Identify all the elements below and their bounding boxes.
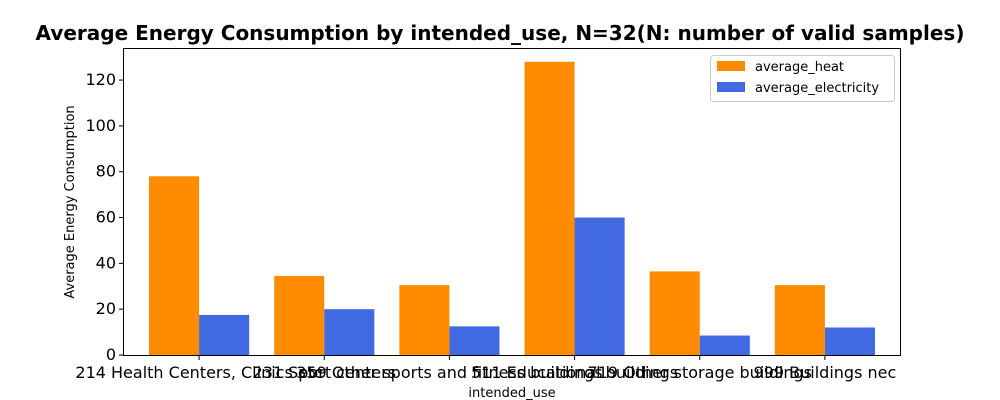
- legend-label-average_electricity: average_electricity: [755, 81, 879, 96]
- y-tick-label: 120: [85, 70, 116, 89]
- x-tick-label: 719 Other storage buildings: [588, 363, 812, 382]
- bar-average_electricity-3: [574, 217, 625, 355]
- x-tick-label: 511 Educational buildings: [471, 363, 678, 382]
- x-axis-label: intended_use: [468, 386, 555, 400]
- legend: average_heat average_electricity: [710, 55, 895, 102]
- chart-title: Average Energy Consumption by intended_u…: [36, 21, 965, 45]
- x-tick-label: 359 Other sports and fitness buildings: [296, 363, 602, 382]
- bar-average_heat-1: [274, 275, 325, 355]
- y-tick-label: 40: [96, 253, 116, 272]
- legend-swatch-average_electricity: [717, 82, 745, 92]
- legend-label-average_heat: average_heat: [755, 60, 844, 75]
- bar-average_heat-0: [149, 176, 200, 355]
- x-tick-label: 999 Buildings nec: [754, 363, 897, 382]
- legend-swatch-average_heat: [717, 61, 745, 71]
- bar-average_heat-5: [774, 285, 825, 355]
- y-axis: 0 20 40 60 80 100 120: [85, 70, 124, 364]
- y-tick-label: 100: [85, 116, 116, 135]
- bar-average_heat-3: [524, 61, 575, 355]
- x-tick-label: 231 Sport centers: [253, 363, 396, 382]
- bar-average_electricity-5: [824, 327, 875, 355]
- bar-average_heat-4: [649, 271, 700, 355]
- bar-average_electricity-1: [324, 309, 375, 355]
- plot-frame: [123, 48, 901, 356]
- bar-average_electricity-4: [699, 335, 750, 355]
- x-tick-label: 214 Health Centers, Clinics etc: [75, 363, 322, 382]
- y-tick-label: 80: [96, 162, 116, 181]
- bars-group: [149, 61, 875, 355]
- bar-average_electricity-2: [449, 326, 500, 355]
- bar-average_heat-2: [399, 285, 450, 355]
- y-tick-label: 20: [96, 299, 116, 318]
- y-axis-label: Average Energy Consumption: [63, 105, 78, 298]
- y-tick-label: 60: [96, 208, 116, 227]
- bar-average_electricity-0: [199, 314, 250, 355]
- y-tick-label: 0: [106, 345, 116, 364]
- legend-box: [710, 55, 895, 102]
